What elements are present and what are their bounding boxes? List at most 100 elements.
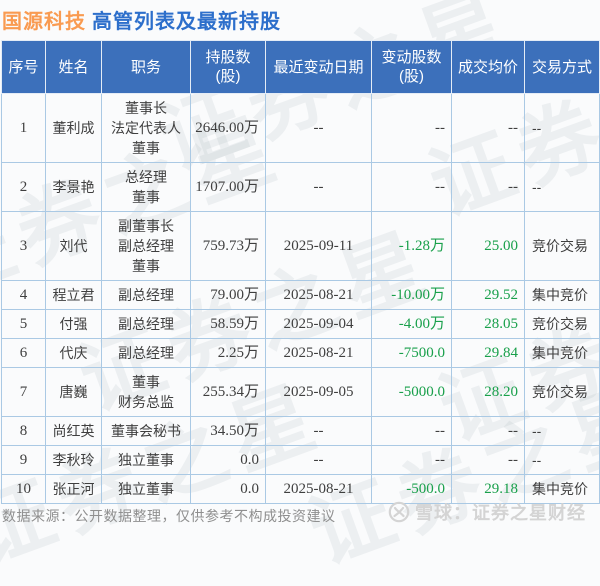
cell-change: -4.00万 — [371, 309, 452, 339]
cell-position: 总经理 董事 — [101, 162, 191, 212]
cell-no: 5 — [1, 309, 46, 339]
cell-no: 6 — [1, 338, 46, 368]
cell-position: 董事 财务总监 — [101, 367, 191, 417]
cell-name: 程立君 — [45, 280, 102, 310]
header-name: 姓名 — [45, 40, 102, 94]
cell-no: 3 — [1, 211, 46, 281]
cell-price: -- — [451, 416, 525, 446]
disclaimer-text: 数据来源：公开数据整理，仅供参考不构成投资建议 — [2, 508, 336, 524]
cell-position: 副总经理 — [101, 280, 191, 310]
table-row: 8 尚红英 董事会秘书 34.50万 -- -- -- -- — [1, 416, 600, 446]
brand-text: 雪球：证券之星财经 — [415, 503, 586, 523]
table-row: 3 刘代 副董事长 副总经理 董事 759.73万 2025-09-11 -1.28万 25… — [1, 211, 600, 281]
table-row: 4 程立君 副总经理 79.00万 2025-08-21 -10.00万 29.52 集中竞价 — [1, 280, 600, 310]
stock-name: 国源科技 — [2, 11, 86, 33]
cell-change: -10.00万 — [371, 280, 452, 310]
cell-change: -- — [371, 93, 452, 163]
table-row: 2 李景艳 总经理 董事 1707.00万 -- -- -- -- — [1, 162, 600, 212]
table-row: 5 付强 副总经理 58.59万 2025-09-04 -4.00万 28.05 竞价交易 — [1, 309, 600, 339]
header-change-date: 最近变动日期 — [265, 40, 372, 94]
cell-date: 2025-09-11 — [265, 211, 372, 281]
cell-shares: 255.34万 — [190, 367, 266, 417]
cell-shares: 34.50万 — [190, 416, 266, 446]
cell-name: 李景艳 — [45, 162, 102, 212]
cell-change: -7500.0 — [371, 338, 452, 368]
cell-change: -1.28万 — [371, 211, 452, 281]
table-row: 6 代庆 副总经理 2.25万 2025-08-21 -7500.0 29.84 集中竞价 — [1, 338, 600, 368]
cell-price: 29.18 — [451, 474, 525, 504]
cell-method: 集中竞价 — [524, 474, 600, 504]
cell-name: 唐巍 — [45, 367, 102, 417]
cell-price: -- — [451, 445, 525, 475]
table-row: 9 李秋玲 独立董事 0.0 -- -- -- -- — [1, 445, 600, 475]
cell-price: -- — [451, 93, 525, 163]
cell-shares: 759.73万 — [190, 211, 266, 281]
cell-change: -- — [371, 162, 452, 212]
cell-method: 竞价交易 — [524, 367, 600, 417]
cell-position: 董事会秘书 — [101, 416, 191, 446]
cell-date: -- — [265, 416, 372, 446]
cell-method: 集中竞价 — [524, 338, 600, 368]
cell-name: 李秋玲 — [45, 445, 102, 475]
header-shares: 持股数 (股) — [190, 40, 266, 94]
table-row: 7 唐巍 董事 财务总监 255.34万 2025-09-05 -5000.0 28.20 竞… — [1, 367, 600, 417]
header-no: 序号 — [1, 40, 46, 94]
cell-price: -- — [451, 162, 525, 212]
holdings-table: 序号 姓名 职务 持股数 (股) 最近变动日期 变动股数 (股) 成交均价 交易… — [1, 40, 600, 504]
cell-date: 2025-08-21 — [265, 474, 372, 504]
cell-shares: 0.0 — [190, 445, 266, 475]
brand-mark: 雪球：证券之星财经 — [388, 499, 586, 525]
cell-shares: 79.00万 — [190, 280, 266, 310]
cell-change: -5000.0 — [371, 367, 452, 417]
cell-name: 代庆 — [45, 338, 102, 368]
cell-shares: 1707.00万 — [190, 162, 266, 212]
cell-price: 28.20 — [451, 367, 525, 417]
cell-date: -- — [265, 445, 372, 475]
cell-method: -- — [524, 445, 600, 475]
cell-name: 刘代 — [45, 211, 102, 281]
cell-no: 8 — [1, 416, 46, 446]
cell-no: 2 — [1, 162, 46, 212]
cell-name: 张正河 — [45, 474, 102, 504]
cell-price: 28.05 — [451, 309, 525, 339]
cell-no: 4 — [1, 280, 46, 310]
table-row: 10 张正河 独立董事 0.0 2025-08-21 -500.0 29.18 集中竞价 — [1, 474, 600, 504]
title-text: 高管列表及最新持股 — [92, 11, 281, 33]
cell-date: 2025-09-04 — [265, 309, 372, 339]
page-title: 国源科技 高管列表及最新持股 — [2, 5, 281, 34]
cell-position: 独立董事 — [101, 445, 191, 475]
header-position: 职务 — [101, 40, 191, 94]
cell-no: 7 — [1, 367, 46, 417]
cell-position: 副总经理 — [101, 309, 191, 339]
header-change-shares: 变动股数 (股) — [371, 40, 452, 94]
cell-position: 董事长 法定代表人 董事 — [101, 93, 191, 163]
cell-price: 29.52 — [451, 280, 525, 310]
header-avg-price: 成交均价 — [451, 40, 525, 94]
cell-name: 付强 — [45, 309, 102, 339]
cell-date: 2025-08-21 — [265, 280, 372, 310]
cell-no: 1 — [1, 93, 46, 163]
cell-shares: 58.59万 — [190, 309, 266, 339]
cell-shares: 0.0 — [190, 474, 266, 504]
cell-method: -- — [524, 416, 600, 446]
table-header-row: 序号 姓名 职务 持股数 (股) 最近变动日期 变动股数 (股) 成交均价 交易… — [1, 40, 600, 94]
cell-method: 集中竞价 — [524, 280, 600, 310]
cell-date: -- — [265, 93, 372, 163]
header-trade-method: 交易方式 — [524, 40, 600, 94]
cell-position: 副董事长 副总经理 董事 — [101, 211, 191, 281]
cell-method: -- — [524, 162, 600, 212]
cell-change: -- — [371, 416, 452, 446]
cell-shares: 2.25万 — [190, 338, 266, 368]
cell-position: 独立董事 — [101, 474, 191, 504]
cell-date: 2025-08-21 — [265, 338, 372, 368]
table-row: 1 董利成 董事长 法定代表人 董事 2646.00万 -- -- -- -- — [1, 93, 600, 163]
cell-no: 9 — [1, 445, 46, 475]
xueqiu-logo-icon — [388, 501, 410, 523]
cell-price: 29.84 — [451, 338, 525, 368]
cell-date: 2025-09-05 — [265, 367, 372, 417]
cell-date: -- — [265, 162, 372, 212]
cell-price: 25.00 — [451, 211, 525, 281]
cell-no: 10 — [1, 474, 46, 504]
cell-method: -- — [524, 93, 600, 163]
cell-position: 副总经理 — [101, 338, 191, 368]
